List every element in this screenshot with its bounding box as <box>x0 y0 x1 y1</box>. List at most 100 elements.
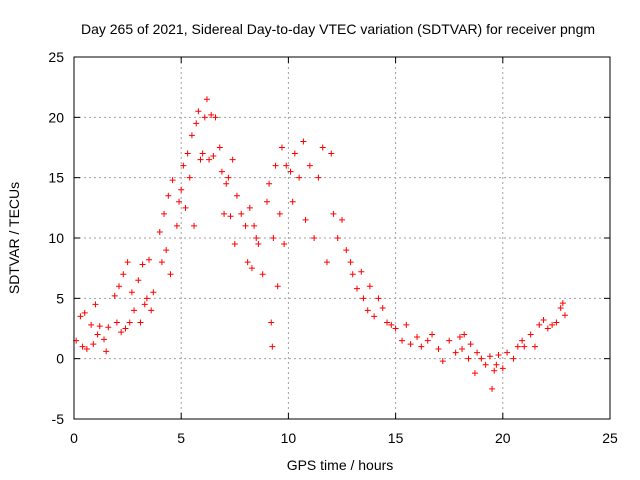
data-point-marker <box>287 168 294 175</box>
data-point-marker <box>521 343 528 350</box>
data-point-marker <box>544 325 551 332</box>
data-point-marker <box>478 355 485 362</box>
data-point-marker <box>276 210 283 217</box>
data-point-marker <box>94 331 101 338</box>
data-point-marker <box>246 204 253 211</box>
data-point-marker <box>203 96 210 103</box>
data-point-marker <box>334 235 341 241</box>
data-point-marker <box>270 235 277 241</box>
data-point-marker <box>146 256 153 263</box>
plot-frame <box>73 56 611 420</box>
data-point-marker <box>296 174 303 181</box>
data-point-marker <box>206 156 213 163</box>
y-tick-label: 10 <box>48 230 64 246</box>
data-point-marker <box>281 241 288 248</box>
data-point-marker <box>197 156 204 163</box>
data-point-marker <box>188 132 195 139</box>
data-point-marker <box>456 333 463 340</box>
data-point-marker <box>201 114 208 121</box>
data-point-marker <box>489 385 496 392</box>
data-point-marker <box>399 337 406 344</box>
data-point-marker <box>302 216 309 223</box>
data-point-marker <box>259 271 266 278</box>
data-point-marker <box>118 329 125 336</box>
data-point-marker <box>135 277 142 284</box>
data-point-marker <box>328 150 335 157</box>
data-point-marker <box>461 331 468 338</box>
y-axis-label: SDTVAR / TECUs <box>6 182 22 294</box>
data-point-marker <box>540 317 547 324</box>
data-point-marker <box>366 283 373 290</box>
data-point-marker <box>255 241 262 248</box>
data-point-marker <box>143 295 150 302</box>
data-point-marker <box>186 174 193 181</box>
data-point-marker <box>407 341 414 348</box>
data-point-marker <box>161 210 168 217</box>
data-point-marker <box>347 259 354 266</box>
data-point-marker <box>223 180 230 187</box>
data-point-marker <box>111 292 118 299</box>
data-point-marker <box>272 162 279 169</box>
x-tick-label: 5 <box>177 430 185 446</box>
data-point-marker <box>323 259 330 266</box>
data-point-marker <box>557 304 564 311</box>
data-point-marker <box>242 222 249 229</box>
data-point-marker <box>429 331 436 338</box>
data-point-marker <box>244 259 251 266</box>
data-point-marker <box>559 300 566 307</box>
data-point-marker <box>289 198 296 205</box>
data-point-marker <box>531 343 538 350</box>
data-point-marker <box>274 283 281 290</box>
data-point-marker <box>465 355 472 362</box>
data-point-marker <box>128 289 135 296</box>
x-tick-label: 10 <box>281 430 297 446</box>
data-point-marker <box>364 307 371 314</box>
data-point-marker <box>375 295 382 302</box>
data-point-marker <box>229 156 236 163</box>
data-point-marker <box>269 343 276 350</box>
data-point-marker <box>553 319 560 326</box>
data-point-marker <box>499 365 506 372</box>
data-point-marker <box>251 222 258 229</box>
data-point-marker <box>173 222 180 229</box>
data-point-marker <box>156 228 163 235</box>
data-point-marker <box>225 174 232 181</box>
data-point-marker <box>527 331 534 338</box>
data-point-marker <box>150 289 157 296</box>
x-tick-label: 25 <box>602 430 618 446</box>
data-point-marker <box>561 312 568 319</box>
data-point-marker <box>83 346 90 353</box>
data-point-marker <box>227 213 234 220</box>
data-point-marker <box>248 265 255 272</box>
data-point-marker <box>536 321 543 328</box>
y-tick-label: -5 <box>52 411 65 427</box>
data-point-marker <box>486 353 493 360</box>
data-point-marker <box>231 241 238 248</box>
data-point-marker <box>90 341 97 348</box>
data-point-marker <box>403 321 410 328</box>
y-tick-label: 20 <box>48 109 64 125</box>
data-point-marker <box>221 210 228 217</box>
data-point-marker <box>101 336 108 343</box>
data-point-marker <box>105 324 112 331</box>
data-point-marker <box>233 192 240 199</box>
y-tick-label: 15 <box>48 170 64 186</box>
data-point-marker <box>291 150 298 157</box>
data-point-marker <box>88 321 95 328</box>
y-tick-label: 5 <box>56 290 64 306</box>
data-point-marker <box>266 180 273 187</box>
data-point-marker <box>208 111 215 118</box>
y-tick-label: 25 <box>48 49 64 65</box>
data-point-marker <box>199 150 206 157</box>
data-point-marker <box>379 304 386 311</box>
y-tick-label: 0 <box>56 351 64 367</box>
data-point-marker <box>103 348 110 355</box>
data-point-marker <box>514 343 521 350</box>
data-point-marker <box>339 216 345 223</box>
data-point-marker <box>360 295 367 302</box>
data-point-marker <box>131 307 138 314</box>
data-point-marker <box>319 144 326 151</box>
data-point-marker <box>504 349 511 356</box>
